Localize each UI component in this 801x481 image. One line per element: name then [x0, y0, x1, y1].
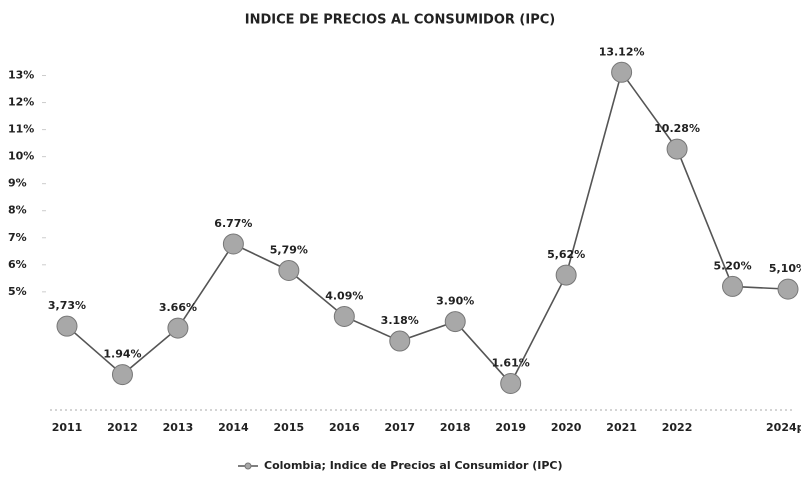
- y-tick-label: 12%: [8, 96, 34, 109]
- data-point: [611, 61, 633, 83]
- data-point: [389, 330, 411, 352]
- x-tick-label: 2018: [440, 421, 471, 434]
- data-point: [278, 259, 300, 281]
- y-tick-label: 11%: [8, 123, 34, 136]
- data-point: [777, 278, 799, 300]
- x-tick-label: 2012: [107, 421, 138, 434]
- chart-title: INDICE DE PRECIOS AL CONSUMIDOR (IPC): [245, 13, 555, 28]
- legend-label: Colombia; Indice de Precios al Consumido…: [264, 459, 563, 472]
- x-tick-label: 2021: [606, 421, 637, 434]
- data-label: 5,62%: [547, 248, 585, 261]
- x-tick-label: 2020: [551, 421, 582, 434]
- data-label: 1.94%: [103, 348, 141, 361]
- data-label: 5,10%: [769, 262, 801, 275]
- x-tick-label: 2013: [163, 421, 194, 434]
- data-point: [222, 233, 244, 255]
- data-point: [56, 315, 78, 337]
- data-point: [444, 311, 466, 333]
- y-tick-label: 6%: [8, 258, 27, 271]
- series-line: [66, 70, 789, 385]
- data-label: 3.90%: [436, 295, 474, 308]
- data-point: [500, 373, 522, 395]
- data-label: 5,79%: [270, 243, 308, 256]
- data-point: [722, 275, 744, 297]
- x-tick-label: 2017: [384, 421, 415, 434]
- data-point: [666, 138, 688, 160]
- y-tick-label: 13%: [8, 69, 34, 82]
- y-tick-label: 9%: [8, 177, 27, 190]
- data-label: 3,73%: [48, 299, 86, 312]
- x-tick-label: 2024pr: [766, 421, 801, 434]
- x-tick-label: 2014: [218, 421, 249, 434]
- x-tick-label: 2015: [274, 421, 305, 434]
- data-label: 5.20%: [713, 259, 751, 272]
- x-tick-label: 2016: [329, 421, 360, 434]
- legend-marker: [244, 462, 252, 470]
- data-label: 3.66%: [159, 301, 197, 314]
- data-label: 4.09%: [325, 289, 363, 302]
- data-point: [167, 317, 189, 339]
- data-point: [333, 305, 355, 327]
- data-label: 1.61%: [492, 357, 530, 370]
- data-label: 6.77%: [214, 217, 252, 230]
- data-point: [111, 364, 133, 386]
- y-tick-label: 10%: [8, 150, 34, 163]
- x-tick-label: 2011: [52, 421, 83, 434]
- data-label: 13.12%: [599, 45, 645, 58]
- data-label: 10.28%: [654, 122, 700, 135]
- data-label: 3.18%: [381, 314, 419, 327]
- x-tick-label: 2022: [662, 421, 693, 434]
- x-tick-label: 2019: [495, 421, 526, 434]
- y-tick-label: 8%: [8, 204, 27, 217]
- data-point: [555, 264, 577, 286]
- y-tick-label: 5%: [8, 285, 27, 298]
- y-tick-label: 7%: [8, 231, 27, 244]
